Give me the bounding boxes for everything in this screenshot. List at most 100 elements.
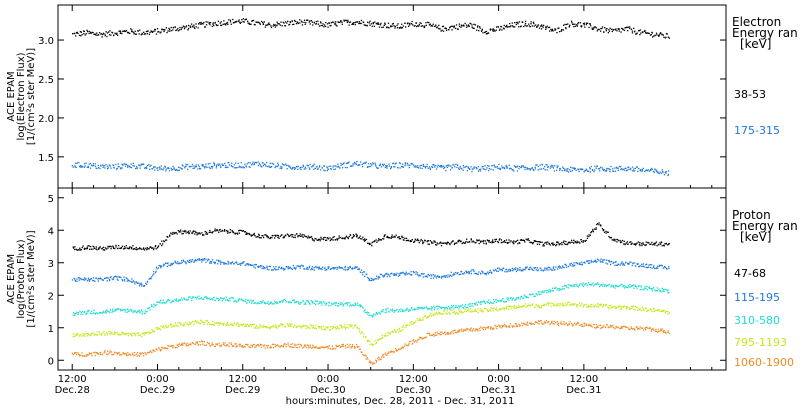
data-point: [622, 168, 624, 170]
data-point: [362, 353, 364, 356]
data-point: [208, 22, 210, 25]
data-point: [214, 230, 216, 232]
data-point: [530, 21, 532, 23]
data-point: [400, 27, 403, 29]
data-point: [293, 19, 296, 22]
data-point: [153, 349, 155, 351]
data-point: [329, 329, 331, 331]
data-point: [589, 305, 591, 308]
data-point: [405, 326, 407, 328]
data-point: [463, 307, 465, 309]
data-point: [84, 163, 86, 165]
data-point: [190, 261, 192, 263]
data-point: [587, 170, 590, 172]
data-point: [203, 341, 205, 343]
data-point: [415, 308, 417, 310]
data-point: [396, 329, 398, 331]
data-point: [376, 167, 378, 169]
data-point: [527, 268, 530, 270]
data-point: [74, 248, 76, 251]
data-point: [475, 167, 478, 169]
data-point: [192, 342, 194, 345]
data-point: [174, 169, 177, 171]
data-point: [391, 236, 393, 238]
data-point: [391, 350, 393, 353]
data-point: [570, 303, 573, 306]
data-point: [265, 165, 267, 167]
data-point: [384, 23, 386, 25]
data-point: [320, 22, 322, 24]
data-point: [197, 168, 199, 170]
data-point: [198, 295, 200, 297]
data-point: [282, 346, 284, 348]
data-point: [245, 298, 247, 300]
data-point: [191, 321, 193, 324]
data-point: [83, 355, 85, 357]
data-point: [274, 26, 276, 28]
data-point: [301, 233, 303, 236]
data-point: [124, 247, 126, 250]
data-point: [453, 310, 456, 313]
data-point: [394, 25, 396, 28]
data-point: [313, 240, 315, 242]
data-point: [538, 305, 540, 307]
data-point: [404, 272, 406, 275]
data-point: [293, 236, 295, 238]
data-point: [103, 246, 105, 248]
data-point: [626, 241, 629, 243]
data-point: [523, 240, 525, 242]
data-point: [541, 25, 543, 27]
data-point: [221, 323, 224, 325]
data-point: [80, 334, 82, 336]
data-point: [303, 300, 305, 302]
data-point: [102, 310, 105, 312]
data-point: [451, 305, 453, 307]
data-point: [508, 268, 510, 271]
data-point: [537, 24, 539, 26]
data-point: [579, 283, 581, 285]
data-point: [121, 163, 123, 165]
data-point: [495, 301, 498, 304]
data-point: [311, 239, 314, 241]
data-point: [569, 264, 571, 266]
data-point: [270, 25, 272, 27]
data-point: [446, 313, 448, 315]
data-point: [227, 324, 229, 326]
data-point: [654, 244, 656, 246]
data-point: [531, 25, 533, 27]
data-point: [389, 237, 391, 239]
data-point: [232, 345, 234, 347]
data-point: [349, 304, 352, 306]
data-point: [101, 312, 103, 314]
data-point: [181, 26, 183, 29]
data-point: [406, 324, 408, 326]
data-point: [306, 325, 308, 327]
data-point: [479, 170, 482, 172]
data-point: [435, 165, 437, 167]
data-point: [435, 311, 438, 313]
data-point: [181, 261, 183, 264]
data-point: [666, 289, 668, 292]
data-point: [619, 284, 622, 286]
data-point: [451, 25, 454, 27]
data-point: [323, 24, 326, 26]
data-point: [180, 167, 182, 170]
data-point: [549, 244, 552, 246]
data-point: [479, 26, 481, 28]
data-point: [206, 323, 209, 325]
data-point: [540, 305, 543, 307]
data-point: [586, 235, 588, 237]
data-point: [449, 243, 451, 245]
data-point: [329, 268, 332, 271]
data-point: [355, 303, 357, 305]
data-point: [463, 25, 465, 27]
data-point: [78, 165, 81, 167]
data-point: [142, 352, 145, 355]
data-point: [147, 164, 149, 167]
data-point: [547, 302, 549, 304]
data-point: [627, 243, 629, 245]
data-point: [644, 307, 647, 309]
data-point: [412, 24, 414, 26]
data-point: [243, 21, 245, 23]
data-point: [617, 264, 619, 266]
